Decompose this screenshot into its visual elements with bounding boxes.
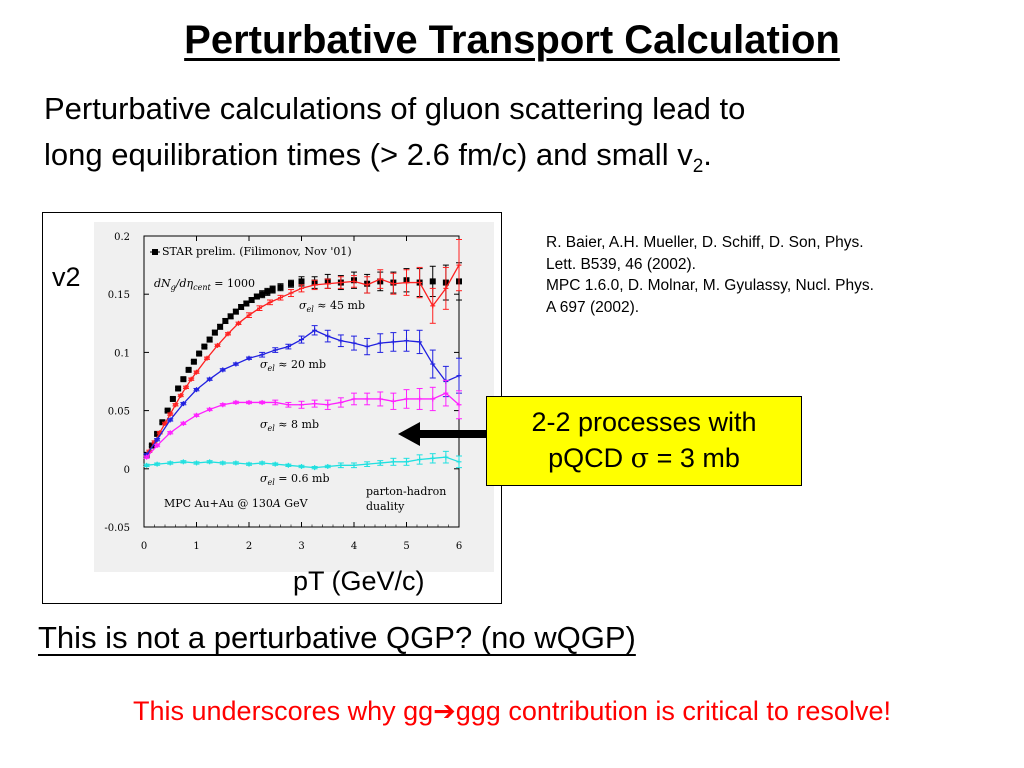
y-axis-label: v2 bbox=[52, 262, 81, 292]
label-sigma-45: σel ≈ 45 mb bbox=[299, 299, 365, 314]
intro-subscript: 2 bbox=[692, 156, 704, 178]
x-tick-label: 5 bbox=[403, 541, 409, 552]
label-duality: duality bbox=[366, 500, 405, 513]
data-point bbox=[429, 278, 436, 285]
data-point bbox=[248, 297, 255, 304]
chart-annotations: STAR prelim. (Filimonov, Nov '01) dNg/dη… bbox=[154, 245, 446, 513]
conclusion-text: This underscores why gg➔ggg contribution… bbox=[133, 696, 891, 726]
data-point bbox=[227, 313, 234, 320]
y-tick-labels: -0.05 0 0.05 0.1 0.15 0.2 bbox=[104, 232, 130, 534]
data-point bbox=[269, 286, 276, 293]
x-tick-label: 6 bbox=[456, 541, 462, 552]
right-arrow-icon: ➔ bbox=[433, 696, 456, 726]
v2-chart: 0 1 2 3 4 5 6 -0.05 0 0.05 0.1 0.15 0.2 STAR prelim… bbox=[104, 232, 462, 552]
data-point bbox=[259, 291, 266, 298]
data-point bbox=[288, 280, 294, 287]
chart-series bbox=[143, 238, 462, 471]
x-tick-labels: 0 1 2 3 4 5 6 bbox=[141, 541, 462, 552]
reference-line: R. Baier, A.H. Mueller, D. Schiff, D. So… bbox=[546, 234, 864, 251]
intro-end: . bbox=[703, 137, 712, 172]
callout-box: 2-2 processes with pQCD σ = 3 mb bbox=[486, 396, 802, 486]
data-point bbox=[222, 317, 229, 324]
legend-square bbox=[152, 249, 158, 255]
reference-line: A 697 (2002). bbox=[546, 298, 640, 316]
data-point bbox=[180, 376, 187, 383]
data-point bbox=[164, 407, 171, 414]
data-point bbox=[175, 385, 182, 392]
y-tick-label: 0.1 bbox=[114, 348, 130, 359]
question-text: This is not a perturbative QGP? (no wQGP… bbox=[38, 620, 636, 655]
data-point bbox=[211, 329, 218, 336]
label-sigma-20: σel ≈ 20 mb bbox=[260, 358, 326, 373]
callout-line-1: 2-2 processes with bbox=[531, 407, 757, 437]
label-sigma-8: σel ≈ 8 mb bbox=[260, 418, 319, 433]
legend-star-text: STAR prelim. (Filimonov, Nov '01) bbox=[162, 245, 352, 258]
data-point bbox=[277, 284, 284, 291]
data-point bbox=[196, 350, 203, 357]
label-parton-hadron: parton-hadron bbox=[366, 485, 446, 498]
data-point bbox=[169, 395, 176, 402]
x-tick-label: 0 bbox=[141, 541, 147, 552]
y-tick-label: 0.2 bbox=[114, 232, 130, 243]
sigma-symbol: σ bbox=[630, 443, 650, 474]
x-axis-label: pT (GeV/c) bbox=[293, 566, 425, 596]
reference-line: Lett. B539, 46 (2002). bbox=[546, 255, 696, 273]
intro-line-1: Perturbative calculations of gluon scatt… bbox=[44, 91, 746, 126]
data-point bbox=[238, 304, 245, 311]
references: R. Baier, A.H. Mueller, D. Schiff, D. So… bbox=[546, 232, 986, 318]
series-s45 bbox=[146, 238, 462, 454]
data-point bbox=[217, 323, 224, 330]
data-point bbox=[185, 366, 192, 373]
left-arrow-icon bbox=[398, 422, 490, 446]
data-point bbox=[206, 336, 213, 343]
series-s06 bbox=[143, 450, 462, 471]
data-point bbox=[190, 358, 197, 365]
data-point bbox=[253, 293, 260, 300]
x-tick-label: 1 bbox=[193, 541, 199, 552]
x-tick-label: 4 bbox=[351, 541, 357, 552]
data-point bbox=[232, 308, 239, 315]
x-tick-label: 3 bbox=[298, 541, 304, 552]
reference-line: MPC 1.6.0, D. Molnar, M. Gyulassy, Nucl.… bbox=[546, 277, 874, 294]
data-point bbox=[201, 343, 208, 350]
slide-title: Perturbative Transport Calculation bbox=[184, 18, 840, 62]
label-sigma-06: σel = 0.6 mb bbox=[260, 472, 330, 487]
data-point bbox=[264, 288, 271, 295]
y-tick-label: -0.05 bbox=[104, 523, 130, 534]
y-tick-label: 0.15 bbox=[108, 290, 130, 301]
series-s20 bbox=[143, 325, 462, 458]
legend-star-marker bbox=[150, 249, 160, 255]
series-s8 bbox=[143, 379, 462, 460]
intro-text: Perturbative calculations of gluon scatt… bbox=[44, 86, 984, 190]
data-point bbox=[298, 278, 305, 285]
label-mpc: MPC Au+Au @ 130A GeV bbox=[164, 497, 309, 510]
x-tick-label: 2 bbox=[246, 541, 252, 552]
callout-line-2: pQCD σ = 3 mb bbox=[548, 443, 740, 474]
intro-line-2: long equilibration times (> 2.6 fm/c) an… bbox=[44, 137, 693, 172]
y-tick-label: 0 bbox=[124, 465, 130, 476]
y-tick-label: 0.05 bbox=[108, 407, 130, 418]
legend-dndeta: dNg/dηcent = 1000 bbox=[154, 277, 255, 292]
data-point bbox=[243, 300, 250, 307]
